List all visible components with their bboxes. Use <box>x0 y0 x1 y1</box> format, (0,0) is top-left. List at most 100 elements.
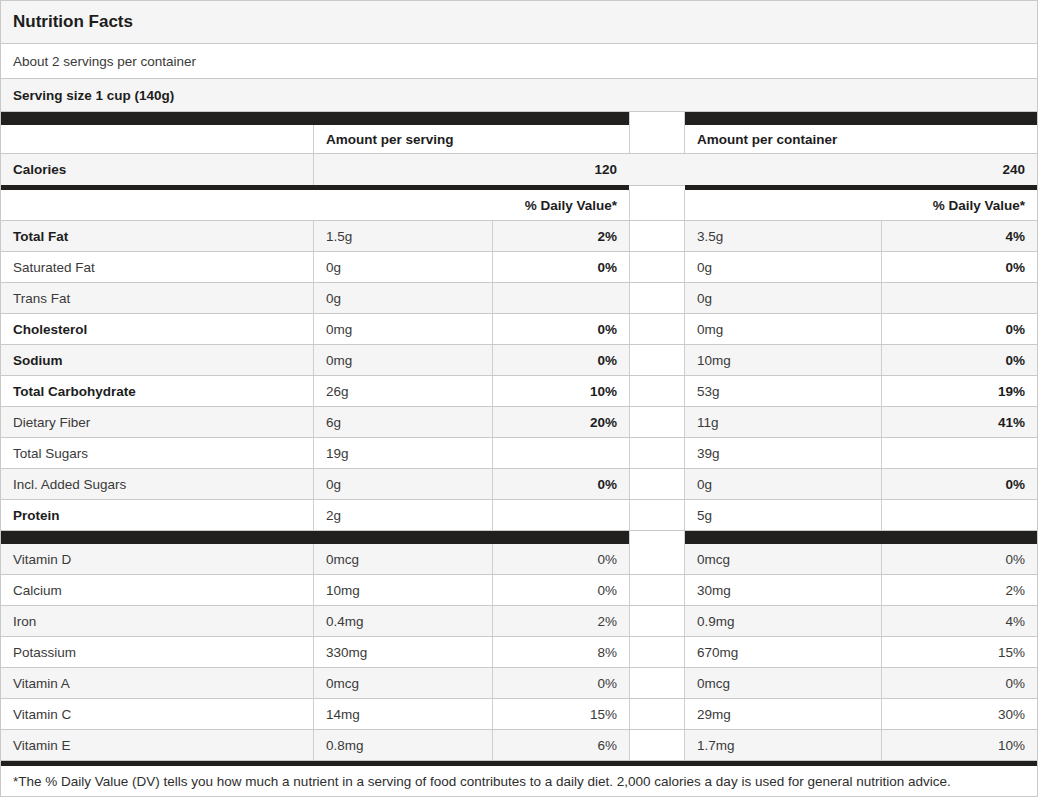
nutrient-row: Vitamin E 0.8mg 6% 1.7mg 10% <box>1 730 1037 761</box>
serving-daily-value <box>493 438 629 468</box>
container-amount-value: 10mg <box>685 345 882 375</box>
container-amount-value: 1.7mg <box>685 730 882 760</box>
container-daily-value: 30% <box>882 699 1037 729</box>
serving-amount-value: 19g <box>314 438 493 468</box>
serving-amount-value: 6g <box>314 407 493 437</box>
serving-daily-value: 0% <box>493 575 629 605</box>
container-amount-value: 0mcg <box>685 668 882 698</box>
nutrient-name: Total Sugars <box>1 438 314 468</box>
serving-daily-value: 20% <box>493 407 629 437</box>
nutrient-row: Sodium 0mg 0% 10mg 0% <box>1 345 1037 376</box>
nutrient-name: Iron <box>1 606 314 636</box>
calories-row: Calories 120 240 <box>1 154 1037 185</box>
nutrient-name: Vitamin A <box>1 668 314 698</box>
divider-bar-right-segment <box>685 112 1037 125</box>
container-amount-value: 39g <box>685 438 882 468</box>
nutrient-row: Vitamin D 0mcg 0% 0mcg 0% <box>1 544 1037 575</box>
container-daily-value: 0% <box>882 252 1037 282</box>
serving-amount-value: 0.8mg <box>314 730 493 760</box>
nutrition-facts-label: Nutrition Facts About 2 servings per con… <box>0 0 1038 797</box>
nutrient-row: Saturated Fat 0g 0% 0g 0% <box>1 252 1037 283</box>
column-gap <box>629 606 685 636</box>
container-daily-value: 15% <box>882 637 1037 667</box>
container-amount-value: 29mg <box>685 699 882 729</box>
serving-amount-value: 0mcg <box>314 668 493 698</box>
serving-daily-value: 0% <box>493 252 629 282</box>
column-gap <box>629 252 685 282</box>
serving-daily-value: 8% <box>493 637 629 667</box>
column-gap <box>629 730 685 760</box>
nutrient-name: Cholesterol <box>1 314 314 344</box>
container-daily-value <box>882 500 1037 530</box>
column-gap <box>629 438 685 468</box>
serving-daily-value: 0% <box>493 345 629 375</box>
divider-bar-left-segment <box>1 531 629 544</box>
container-daily-value: 0% <box>882 469 1037 499</box>
serving-daily-value: 0% <box>493 544 629 574</box>
column-gap <box>629 190 685 220</box>
column-gap <box>629 345 685 375</box>
nutrient-row: Iron 0.4mg 2% 0.9mg 4% <box>1 606 1037 637</box>
container-amount-value: 0g <box>685 469 882 499</box>
serving-size: Serving size 1 cup (140g) <box>1 79 1037 112</box>
container-amount-value: 53g <box>685 376 882 406</box>
serving-amount-value: 10mg <box>314 575 493 605</box>
serving-amount-value: 26g <box>314 376 493 406</box>
nutrient-rows-section: Total Fat 1.5g 2% 3.5g 4% Saturated Fat … <box>1 221 1037 531</box>
column-gap <box>629 668 685 698</box>
column-gap <box>629 112 685 125</box>
nutrient-row: Trans Fat 0g 0g <box>1 283 1037 314</box>
nutrient-name: Vitamin D <box>1 544 314 574</box>
container-amount-value: 0mcg <box>685 544 882 574</box>
column-gap <box>629 376 685 406</box>
column-gap <box>629 221 685 251</box>
container-amount-value: 670mg <box>685 637 882 667</box>
container-amount-value: 11g <box>685 407 882 437</box>
nutrient-row: Total Carbohydrate 26g 10% 53g 19% <box>1 376 1037 407</box>
daily-value-header-row: % Daily Value* % Daily Value* <box>1 190 1037 221</box>
serving-amount-value: 0mcg <box>314 544 493 574</box>
nutrient-row: Dietary Fiber 6g 20% 11g 41% <box>1 407 1037 438</box>
nutrient-name: Dietary Fiber <box>1 407 314 437</box>
serving-amount-value: 1.5g <box>314 221 493 251</box>
serving-daily-value <box>493 283 629 313</box>
serving-amount-value: 0mg <box>314 314 493 344</box>
serving-amount-value: 330mg <box>314 637 493 667</box>
serving-daily-value: 2% <box>493 606 629 636</box>
container-amount-value: 30mg <box>685 575 882 605</box>
serving-amount-value: 2g <box>314 500 493 530</box>
container-amount-value: 0mg <box>685 314 882 344</box>
nutrient-name: Vitamin E <box>1 730 314 760</box>
container-daily-value: 4% <box>882 606 1037 636</box>
column-gap <box>629 531 685 544</box>
container-amount-value: 0g <box>685 252 882 282</box>
calories-per-serving-value: 120 <box>314 154 629 185</box>
column-gap <box>629 699 685 729</box>
amount-per-serving-header: Amount per serving <box>314 125 629 153</box>
calories-label: Calories <box>1 154 314 185</box>
nutrient-name: Sodium <box>1 345 314 375</box>
divider-bar-middle <box>1 531 1037 544</box>
serving-amount-value: 0mg <box>314 345 493 375</box>
nutrient-row: Vitamin A 0mcg 0% 0mcg 0% <box>1 668 1037 699</box>
container-amount-value: 0g <box>685 283 882 313</box>
serving-amount-value: 0.4mg <box>314 606 493 636</box>
serving-amount-value: 0g <box>314 283 493 313</box>
calories-per-container-value: 240 <box>685 154 1037 185</box>
amount-per-container-header: Amount per container <box>685 125 1037 153</box>
container-daily-value: 0% <box>882 314 1037 344</box>
nutrient-name: Potassium <box>1 637 314 667</box>
servings-per-container: About 2 servings per container <box>1 44 1037 79</box>
serving-amount-value: 14mg <box>314 699 493 729</box>
container-daily-value: 0% <box>882 345 1037 375</box>
container-daily-value: 0% <box>882 668 1037 698</box>
daily-value-header-serving: % Daily Value* <box>1 190 629 220</box>
column-gap <box>629 575 685 605</box>
serving-daily-value: 0% <box>493 469 629 499</box>
nutrient-name: Trans Fat <box>1 283 314 313</box>
daily-value-header-container: % Daily Value* <box>685 190 1037 220</box>
nutrient-name: Calcium <box>1 575 314 605</box>
nutrient-row: Total Fat 1.5g 2% 3.5g 4% <box>1 221 1037 252</box>
column-gap <box>629 469 685 499</box>
nutrient-name: Total Fat <box>1 221 314 251</box>
